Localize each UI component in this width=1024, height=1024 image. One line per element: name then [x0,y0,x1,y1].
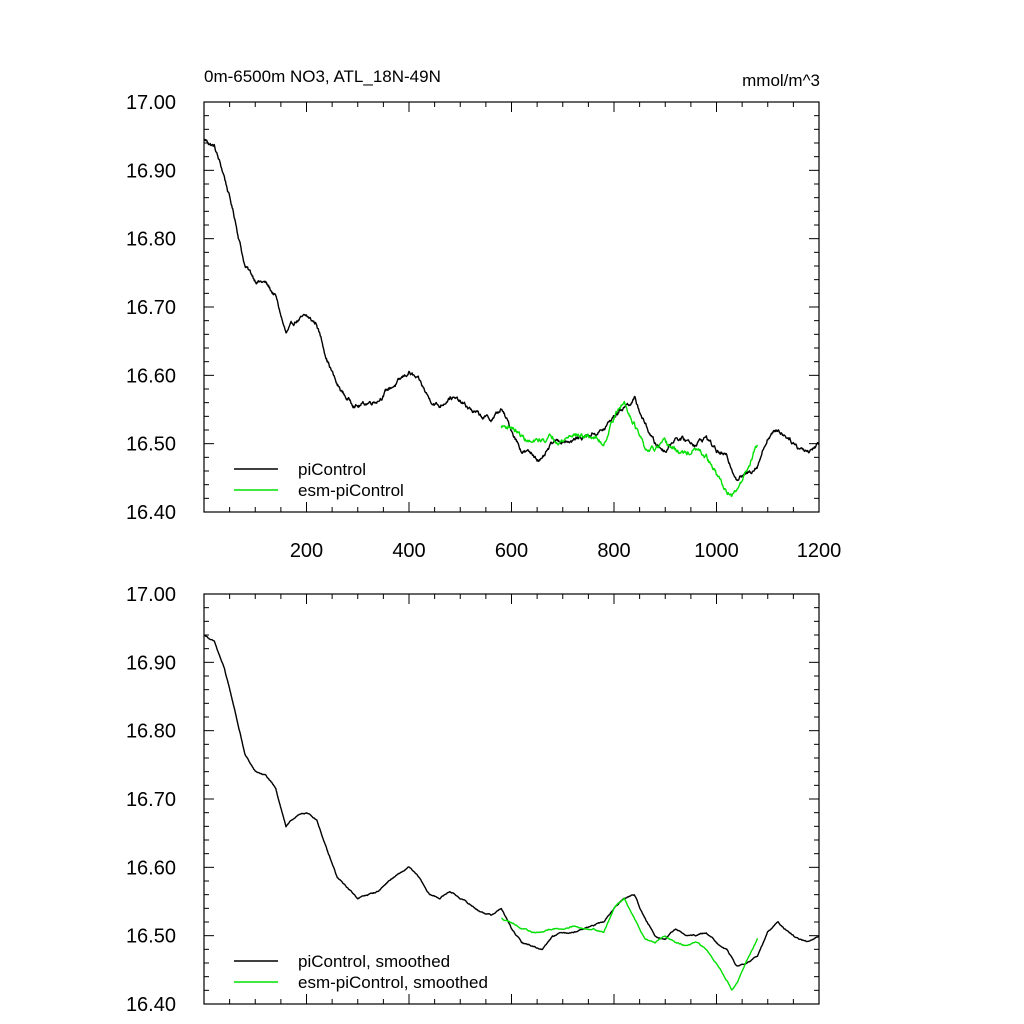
y-tick-label: 16.90 [126,652,176,674]
top-panel: 0m-6500m NO3, ATL_18N-49N mmol/m^3 16.40… [126,67,841,562]
y-tick-label: 16.40 [126,994,176,1016]
bottom-series-layer [204,634,819,991]
series-line-picontrol-smoothed [204,634,819,967]
x-tick-label: 200 [290,540,323,562]
y-tick-label: 16.70 [126,789,176,811]
y-tick-label: 16.60 [126,365,176,387]
y-tick-label: 17.00 [126,584,176,606]
units-label: mmol/m^3 [742,71,820,90]
series-line-picontrol [204,138,819,482]
series-line-esm-picontrol [500,400,759,497]
bottom-legend: piControl, smoothed esm-piControl, smoot… [234,952,488,992]
legend-label-esm-picontrol-smoothed: esm-piControl, smoothed [298,973,488,992]
y-tick-label: 16.80 [126,229,176,251]
legend-label-esm-picontrol: esm-piControl [298,481,404,500]
series-line-esm-picontrol-smoothed [501,897,759,991]
y-tick-label: 16.40 [126,502,176,524]
x-tick-label: 800 [597,540,630,562]
chart-title: 0m-6500m NO3, ATL_18N-49N [204,67,441,86]
bottom-ticks-layer: 16.40 16.50 16.60 16.70 16.80 16.90 17.00 [126,584,820,1016]
bottom-plot-frame [203,593,820,1005]
y-tick-label: 16.60 [126,857,176,879]
top-series-layer [204,138,819,497]
y-tick-label: 16.90 [126,160,176,182]
top-plot-frame [203,101,820,513]
bottom-panel: 16.40 16.50 16.60 16.70 16.80 16.90 17.00 piCo… [126,584,820,1016]
y-tick-label: 16.70 [126,297,176,319]
y-tick-label: 16.50 [126,434,176,456]
y-tick-label: 16.50 [126,926,176,948]
x-tick-label: 1200 [797,540,842,562]
legend-label-picontrol: piControl [298,460,366,479]
x-tick-label: 600 [495,540,528,562]
top-legend: piControl esm-piControl [234,460,404,500]
x-tick-label: 1000 [694,540,739,562]
y-tick-label: 17.00 [126,92,176,114]
y-tick-label: 16.80 [126,721,176,743]
legend-label-picontrol-smoothed: piControl, smoothed [298,952,450,971]
x-tick-label: 400 [392,540,425,562]
top-ticks-layer: 16.40 16.50 16.60 16.70 16.80 16.90 17.00 200 40… [126,92,841,562]
